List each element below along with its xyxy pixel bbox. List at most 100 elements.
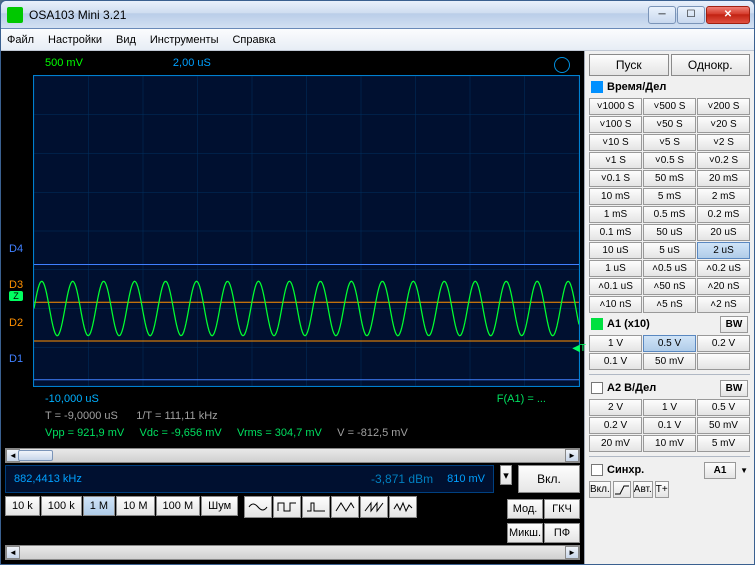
- wave-square-button[interactable]: [273, 496, 301, 518]
- minimize-button[interactable]: ─: [648, 6, 676, 24]
- freq-stepper[interactable]: ▾: [500, 465, 512, 485]
- menu-tools[interactable]: Инструменты: [150, 34, 219, 46]
- a2-enable-checkbox[interactable]: [591, 382, 603, 394]
- menu-settings[interactable]: Настройки: [48, 34, 102, 46]
- a2-vdiv-01V[interactable]: 0.1 V: [643, 417, 696, 434]
- a1-vdiv-05V[interactable]: 0.5 V: [643, 335, 696, 352]
- timediv-1000S[interactable]: ˅1000 S: [589, 98, 642, 115]
- a2-label: A2 В/Дел: [607, 382, 716, 394]
- timediv-50S[interactable]: ˅50 S: [643, 116, 696, 133]
- timediv-1S[interactable]: ˅1 S: [589, 152, 642, 169]
- mix-button[interactable]: Микш.: [507, 523, 543, 543]
- generator-on-button[interactable]: Вкл.: [518, 465, 580, 493]
- timediv-2nS[interactable]: ˄2 nS: [697, 296, 750, 313]
- freq-range-100M[interactable]: 100 M: [156, 496, 201, 516]
- gen-scroll-left[interactable]: ◄: [6, 546, 20, 559]
- scroll-thumb[interactable]: [18, 450, 53, 461]
- timediv-05S[interactable]: ˅0.5 S: [643, 152, 696, 169]
- sync-src-select[interactable]: A1: [704, 462, 736, 479]
- freq-range-Шум[interactable]: Шум: [201, 496, 238, 516]
- a2-vdiv-10mV[interactable]: 10 mV: [643, 435, 696, 452]
- a2-vdiv-20mV[interactable]: 20 mV: [589, 435, 642, 452]
- timediv-50nS[interactable]: ˄50 nS: [643, 278, 696, 295]
- timediv-5mS[interactable]: 5 mS: [643, 188, 696, 205]
- timediv-5S[interactable]: ˅5 S: [643, 134, 696, 151]
- timediv-02mS[interactable]: 0.2 mS: [697, 206, 750, 223]
- a2-bw-button[interactable]: BW: [720, 380, 748, 397]
- ch-d1-label: D1: [9, 353, 23, 365]
- titlebar[interactable]: OSA103 Mini 3.21 ─ ☐ ✕: [1, 1, 754, 29]
- timediv-10mS[interactable]: 10 mS: [589, 188, 642, 205]
- sync-header: Синхр. A1 ▼: [589, 461, 750, 479]
- timediv-01S[interactable]: ˅0.1 S: [589, 170, 642, 187]
- sync-tplus-button[interactable]: T+: [655, 481, 669, 498]
- freq-value: 882,4413 kHz: [14, 473, 371, 485]
- a2-vdiv-50mV[interactable]: 50 mV: [697, 417, 750, 434]
- timediv-100S[interactable]: ˅100 S: [589, 116, 642, 133]
- timediv-10S[interactable]: ˅10 S: [589, 134, 642, 151]
- timediv-05uS[interactable]: ˄0.5 uS: [643, 260, 696, 277]
- mod-button[interactable]: Мод.: [507, 499, 543, 519]
- a1-vdiv-50mV[interactable]: 50 mV: [643, 353, 696, 370]
- timediv-02S[interactable]: ˅0.2 S: [697, 152, 750, 169]
- timediv-5nS[interactable]: ˄5 nS: [643, 296, 696, 313]
- pf-button[interactable]: ПФ: [544, 523, 580, 543]
- gen-scroll-right[interactable]: ►: [565, 546, 579, 559]
- timediv-2mS[interactable]: 2 mS: [697, 188, 750, 205]
- sync-auto-button[interactable]: Авт.: [633, 481, 653, 498]
- a2-vdiv-02V[interactable]: 0.2 V: [589, 417, 642, 434]
- wave-saw-button[interactable]: [360, 496, 388, 518]
- scroll-right-button[interactable]: ►: [565, 449, 579, 462]
- timediv-01mS[interactable]: 0.1 mS: [589, 224, 642, 241]
- close-button[interactable]: ✕: [706, 6, 750, 24]
- run-button[interactable]: Пуск: [589, 54, 669, 76]
- timediv-2uS[interactable]: 2 uS: [697, 242, 750, 259]
- a1-vdiv-[interactable]: [697, 353, 750, 370]
- a2-vdiv-05V[interactable]: 0.5 V: [697, 399, 750, 416]
- freq-range-1M[interactable]: 1 M: [83, 496, 115, 516]
- menu-help[interactable]: Справка: [232, 34, 275, 46]
- a1-vdiv-02V[interactable]: 0.2 V: [697, 335, 750, 352]
- timediv-1uS[interactable]: 1 uS: [589, 260, 642, 277]
- freq-range-10k[interactable]: 10 k: [5, 496, 40, 516]
- timediv-50uS[interactable]: 50 uS: [643, 224, 696, 241]
- timediv-02uS[interactable]: ˄0.2 uS: [697, 260, 750, 277]
- timediv-500S[interactable]: ˅500 S: [643, 98, 696, 115]
- sweep-button[interactable]: ГКЧ: [544, 499, 580, 519]
- timediv-20mS[interactable]: 20 mS: [697, 170, 750, 187]
- timediv-20nS[interactable]: ˄20 nS: [697, 278, 750, 295]
- timediv-10nS[interactable]: ˄10 nS: [589, 296, 642, 313]
- timediv-1mS[interactable]: 1 mS: [589, 206, 642, 223]
- timediv-20uS[interactable]: 20 uS: [697, 224, 750, 241]
- wave-pulse-button[interactable]: [302, 496, 330, 518]
- sync-enable-checkbox[interactable]: [591, 464, 603, 476]
- wave-sine-button[interactable]: [244, 496, 272, 518]
- timediv-10uS[interactable]: 10 uS: [589, 242, 642, 259]
- timediv-200S[interactable]: ˅200 S: [697, 98, 750, 115]
- freq-range-100k[interactable]: 100 k: [41, 496, 82, 516]
- menu-file[interactable]: Файл: [7, 34, 34, 46]
- timediv-05mS[interactable]: 0.5 mS: [643, 206, 696, 223]
- timediv-50mS[interactable]: 50 mS: [643, 170, 696, 187]
- oscilloscope-display[interactable]: [33, 75, 580, 387]
- a1-vdiv-1V[interactable]: 1 V: [589, 335, 642, 352]
- sync-on-button[interactable]: Вкл.: [589, 481, 611, 498]
- sync-edge-button[interactable]: [613, 481, 631, 498]
- a2-vdiv-1V[interactable]: 1 V: [643, 399, 696, 416]
- timediv-2S[interactable]: ˅2 S: [697, 134, 750, 151]
- menu-view[interactable]: Вид: [116, 34, 136, 46]
- time-scrollbar[interactable]: ◄ ►: [5, 448, 580, 463]
- a2-vdiv-2V[interactable]: 2 V: [589, 399, 642, 416]
- gen-scrollbar[interactable]: ◄ ►: [5, 545, 580, 560]
- timediv-20S[interactable]: ˅20 S: [697, 116, 750, 133]
- a1-vdiv-01V[interactable]: 0.1 V: [589, 353, 642, 370]
- freq-range-10M[interactable]: 10 M: [116, 496, 154, 516]
- wave-tri-button[interactable]: [331, 496, 359, 518]
- maximize-button[interactable]: ☐: [677, 6, 705, 24]
- a1-bw-button[interactable]: BW: [720, 316, 748, 333]
- wave-arb-button[interactable]: [389, 496, 417, 518]
- a2-vdiv-5mV[interactable]: 5 mV: [697, 435, 750, 452]
- timediv-5uS[interactable]: 5 uS: [643, 242, 696, 259]
- single-button[interactable]: Однокр.: [671, 54, 751, 76]
- timediv-01uS[interactable]: ˄0.1 uS: [589, 278, 642, 295]
